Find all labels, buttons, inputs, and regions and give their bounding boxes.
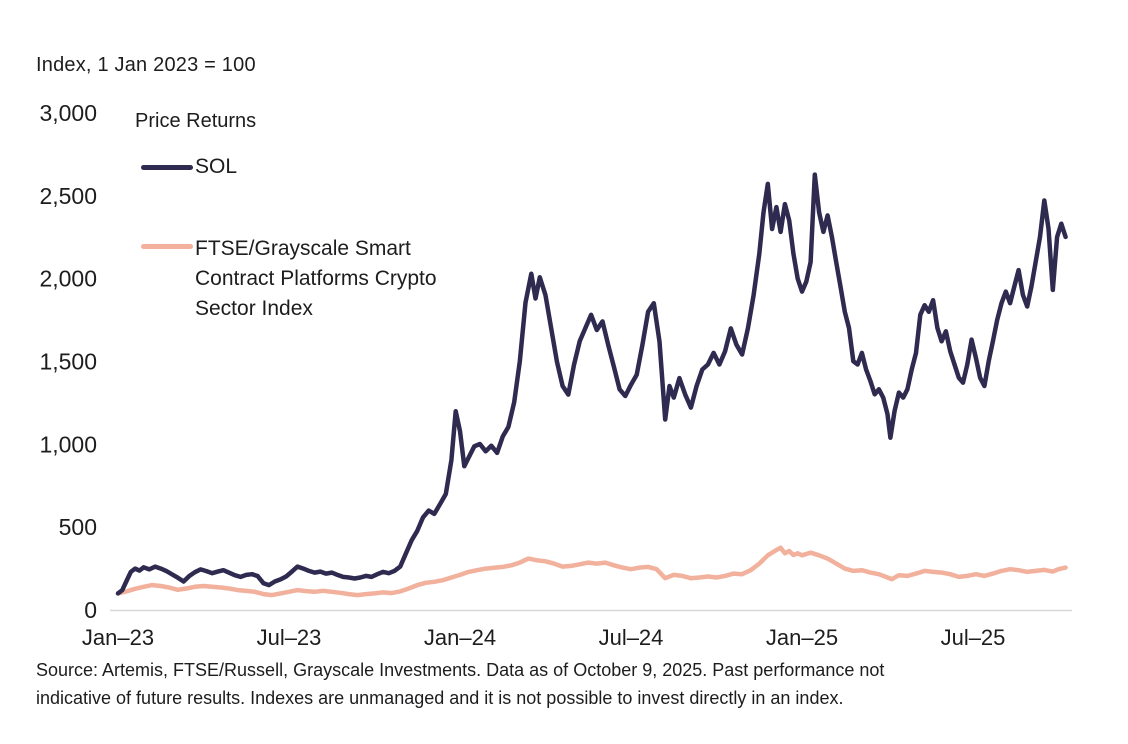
ftse-legend-label-line-2: Contract Platforms Crypto [195, 267, 437, 290]
y-tick-label: 2,000 [39, 266, 97, 292]
y-tick-label: 0 [84, 597, 97, 623]
y-tick-label: 2,500 [39, 183, 97, 209]
x-tick-label: Jul–23 [257, 625, 322, 650]
y-tick-label: 1,000 [39, 431, 97, 457]
sol-line [115, 172, 1068, 596]
legend-heading: Price Returns [135, 110, 257, 132]
x-tick-label: Jan–25 [766, 625, 838, 650]
footnote-line-1: Source: Artemis, FTSE/Russell, Grayscale… [36, 660, 885, 680]
ftse-legend-label-line-1: FTSE/Grayscale Smart [195, 237, 411, 260]
chart-title: Index, 1 Jan 2023 = 100 [36, 54, 256, 76]
ftse-line-swatch [141, 244, 193, 249]
legend-item-ftse: FTSE/Grayscale Smart Contract Platforms … [141, 234, 437, 324]
ftse-line [115, 545, 1068, 598]
y-tick-label: 500 [59, 514, 97, 540]
x-tick-label: Jan–24 [424, 625, 496, 650]
ftse-legend-label: FTSE/Grayscale Smart Contract Platforms … [195, 234, 437, 324]
legend-item-sol: SOL [141, 155, 237, 179]
footnote-line-2: indicative of future results. Indexes ar… [36, 688, 844, 708]
source-footnote: Source: Artemis, FTSE/Russell, Grayscale… [36, 656, 1096, 712]
y-tick-label: 3,000 [39, 100, 97, 126]
sol-line-swatch [141, 164, 193, 170]
y-tick-label: 1,500 [39, 349, 97, 375]
ftse-legend-label-line-3: Sector Index [195, 297, 313, 320]
x-tick-label: Jul–25 [941, 625, 1006, 650]
sol-legend-label: SOL [195, 155, 238, 178]
x-tick-label: Jul–24 [599, 625, 664, 650]
x-tick-label: Jan–23 [82, 625, 154, 650]
